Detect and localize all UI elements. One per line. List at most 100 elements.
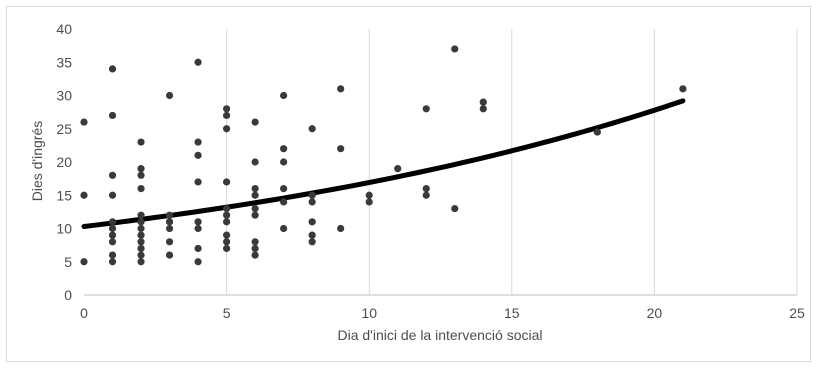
data-point: [251, 191, 259, 199]
data-point: [194, 151, 202, 159]
data-point: [479, 105, 487, 113]
data-point: [280, 224, 288, 233]
data-point: [137, 171, 145, 179]
data-point: [251, 204, 259, 213]
data-point: [137, 165, 145, 173]
data-point: [80, 118, 88, 126]
data-point: [251, 211, 259, 219]
data-point: [394, 165, 402, 173]
x-tick-label: 20: [647, 305, 663, 321]
data-point: [280, 91, 288, 100]
data-point: [137, 231, 145, 239]
data-point: [422, 105, 430, 113]
y-tick-label: 25: [56, 121, 72, 137]
y-tick-label: 30: [56, 88, 72, 104]
data-point: [194, 178, 202, 186]
data-point: [137, 238, 145, 246]
data-point: [165, 218, 174, 226]
data-point: [280, 185, 288, 193]
data-point: [137, 218, 145, 226]
data-point: [223, 125, 231, 133]
data-point: [223, 231, 231, 239]
data-point: [337, 85, 345, 93]
data-point: [451, 45, 459, 53]
x-tick-label: 0: [80, 305, 88, 321]
data-point: [422, 185, 430, 193]
data-point: [280, 145, 288, 153]
data-point: [223, 211, 231, 219]
data-point: [679, 85, 687, 93]
y-tick-label: 20: [56, 154, 72, 170]
data-point: [137, 138, 145, 146]
data-point: [108, 191, 117, 199]
data-point: [80, 191, 88, 199]
data-point: [194, 258, 202, 266]
data-point: [108, 231, 117, 239]
data-point: [365, 198, 373, 206]
data-point: [165, 224, 174, 233]
data-point: [251, 244, 259, 253]
data-point: [223, 111, 231, 120]
data-point: [365, 191, 373, 199]
data-point: [337, 145, 345, 153]
data-point: [108, 238, 117, 246]
data-point: [137, 211, 145, 219]
data-point: [251, 238, 259, 246]
chart-frame: [6, 6, 811, 362]
data-point: [479, 98, 487, 106]
data-point: [223, 218, 231, 226]
grid-lines: [84, 29, 798, 296]
data-point: [280, 158, 288, 166]
y-tick-labels: 0 5 10 15 20 25 30 35 40: [56, 21, 72, 303]
data-point: [194, 244, 202, 253]
data-point: [80, 258, 88, 266]
y-tick-label: 15: [56, 187, 72, 203]
data-point: [308, 198, 316, 206]
y-axis-title: Dies d'ingrés: [29, 121, 45, 202]
data-point: [280, 198, 288, 206]
data-point: [251, 251, 259, 259]
data-point: [108, 258, 117, 266]
x-tick-label: 15: [504, 305, 520, 321]
x-tick-label: 5: [223, 305, 231, 321]
data-point: [108, 111, 117, 120]
data-point: [593, 128, 601, 136]
data-point: [251, 118, 259, 126]
y-tick-label: 10: [56, 221, 72, 237]
x-tick-label: 25: [789, 305, 805, 321]
data-point: [308, 218, 316, 226]
data-points: [80, 45, 687, 266]
data-point: [165, 238, 174, 246]
y-tick-label: 0: [64, 287, 72, 303]
data-point: [223, 244, 231, 253]
y-tick-label: 35: [56, 54, 72, 70]
data-point: [194, 218, 202, 226]
data-point: [108, 224, 117, 233]
data-point: [108, 218, 117, 226]
data-point: [137, 244, 145, 253]
data-point: [251, 185, 259, 193]
data-point: [137, 258, 145, 266]
data-point: [451, 204, 459, 213]
data-point: [137, 224, 145, 233]
data-point: [108, 65, 117, 73]
data-point: [223, 204, 231, 213]
y-tick-label: 5: [64, 254, 72, 270]
data-point: [223, 178, 231, 186]
data-point: [137, 185, 145, 193]
data-point: [165, 251, 174, 259]
y-tick-label: 40: [56, 21, 72, 37]
data-point: [194, 138, 202, 146]
data-point: [308, 238, 316, 246]
trendline: [81, 98, 686, 229]
data-point: [308, 125, 316, 133]
data-point: [422, 191, 430, 199]
data-point: [165, 211, 174, 219]
x-tick-labels: 0 5 10 15 20 25: [80, 305, 805, 321]
data-point: [137, 251, 145, 259]
trendline-group: [81, 98, 686, 229]
x-axis-title: Dia d'inici de la intervenció social: [338, 327, 543, 343]
data-point: [223, 105, 231, 113]
data-point: [194, 58, 202, 66]
